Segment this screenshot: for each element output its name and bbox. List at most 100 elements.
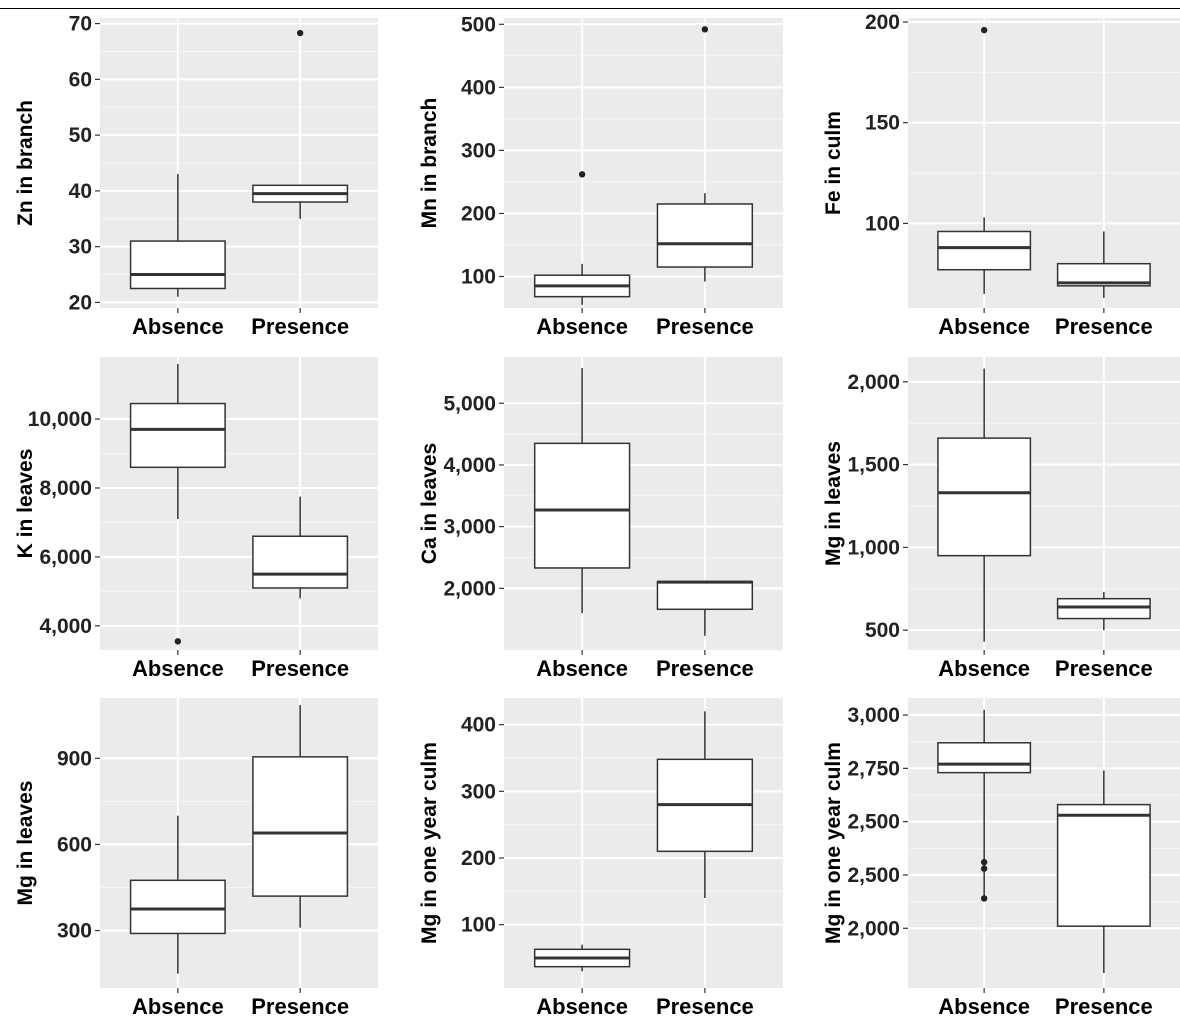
panel-3: 100 150 200 Absence Presence Fe in culm <box>822 11 1180 339</box>
x-tick-label: Absence <box>938 314 1030 339</box>
y-tick-label: 2,500 <box>847 864 900 887</box>
y-tick-label: 150 <box>865 112 900 135</box>
x-tick-label: Absence <box>938 994 1030 1018</box>
x-tick-label: Absence <box>132 994 224 1018</box>
y-tick-label: 100 <box>461 914 496 937</box>
outlier-point <box>701 26 709 33</box>
box-absence <box>129 174 226 297</box>
y-tick-label: 10,000 <box>28 408 92 431</box>
x-tick-label: Absence <box>536 994 628 1018</box>
box-absence <box>937 26 1032 294</box>
box-presence <box>252 705 349 928</box>
y-tick-label: 400 <box>461 76 496 99</box>
y-tick-label: 2,750 <box>847 757 900 780</box>
y-tick-label: 50 <box>69 124 92 147</box>
y-tick-label: 70 <box>69 13 92 36</box>
box-absence <box>533 171 631 305</box>
outlier-point <box>174 638 182 645</box>
box-absence <box>129 815 226 974</box>
y-tick-label: 4,000 <box>443 454 496 477</box>
box-iqr <box>656 580 754 611</box>
x-tick-label: Presence <box>656 314 754 339</box>
y-tick-label: 30 <box>69 236 92 259</box>
x-tick-label: Presence <box>251 656 349 681</box>
box-iqr <box>1056 597 1151 620</box>
y-axis-label: Zn in branch <box>14 100 37 226</box>
y-axis-label: Mg in one year culm <box>418 742 441 944</box>
outlier-point <box>980 895 988 902</box>
y-tick-label: 400 <box>461 714 496 737</box>
x-tick-label: Presence <box>1055 314 1153 339</box>
y-tick-label: 500 <box>865 619 900 642</box>
box-iqr <box>1056 803 1151 927</box>
y-axis-label: Ca in leaves <box>418 443 441 564</box>
x-tick-label: Presence <box>1055 994 1153 1018</box>
x-tick-label: Absence <box>132 656 224 681</box>
box-iqr <box>937 230 1032 271</box>
y-tick-label: 200 <box>461 202 496 225</box>
box-absence <box>937 709 1032 902</box>
box-presence <box>656 26 754 282</box>
panel-4: 4,000 6,000 8,000 10,000 Absence Presence K in… <box>14 357 378 681</box>
y-tick-label: 2,000 <box>847 917 900 940</box>
x-tick-label: Absence <box>536 656 628 681</box>
box-iqr <box>937 742 1032 774</box>
x-tick-label: Absence <box>938 656 1030 681</box>
y-tick-label: 6,000 <box>39 546 92 569</box>
box-presence <box>252 29 349 219</box>
x-tick-label: Presence <box>251 314 349 339</box>
x-tick-label: Presence <box>656 994 754 1018</box>
box-iqr <box>1056 262 1151 287</box>
y-tick-label: 300 <box>57 920 92 943</box>
box-absence <box>533 368 631 613</box>
y-tick-label: 100 <box>865 212 900 235</box>
y-tick-label: 1,500 <box>847 454 900 477</box>
box-iqr <box>937 437 1032 557</box>
box-iqr <box>656 203 754 268</box>
box-iqr <box>129 402 226 469</box>
x-tick-label: Absence <box>536 314 628 339</box>
y-tick-label: 3,000 <box>847 704 900 727</box>
x-tick-label: Presence <box>251 994 349 1018</box>
x-tick-label: Absence <box>132 314 224 339</box>
y-tick-label: 600 <box>57 833 92 856</box>
top-rule <box>0 8 1180 9</box>
panel-5: 2,000 3,000 4,000 5,000 Absence Presence Ca in… <box>418 357 783 681</box>
box-presence <box>1056 592 1151 631</box>
y-axis-label: Mg in one year culm <box>822 742 845 944</box>
y-tick-label: 4,000 <box>39 615 92 638</box>
y-tick-label: 900 <box>57 747 92 770</box>
box-iqr <box>129 240 226 290</box>
y-axis-label: Mn in branch <box>418 98 441 229</box>
y-axis-label: Fe in culm <box>822 111 845 215</box>
y-tick-label: 2,500 <box>847 811 900 834</box>
y-tick-label: 1,000 <box>847 536 900 559</box>
panel-8: 100 200 300 400 Absence Presence Mg in one yea… <box>418 698 783 1018</box>
outlier-point <box>296 29 304 37</box>
panel-9: 2,000 2,500 2,500 2,750 3,000 Absence Presence… <box>822 698 1180 1018</box>
y-tick-label: 20 <box>69 291 92 314</box>
panel-1: 20 30 40 50 60 70 Absence Presence Zn in branch <box>14 13 378 339</box>
box-iqr <box>252 756 349 897</box>
y-axis-label: Mg in leaves <box>14 781 37 906</box>
y-tick-label: 3,000 <box>443 516 496 539</box>
box-presence <box>252 496 349 599</box>
outlier-point <box>578 171 586 178</box>
box-presence <box>656 711 754 898</box>
box-absence <box>533 944 631 972</box>
y-tick-label: 60 <box>69 68 92 91</box>
box-presence <box>1056 770 1151 974</box>
y-tick-label: 100 <box>461 265 496 288</box>
outlier-point <box>980 858 988 866</box>
panel-background <box>100 357 378 650</box>
box-presence <box>1056 231 1151 298</box>
y-axis-label: K in leaves <box>14 449 37 559</box>
box-absence <box>129 363 226 645</box>
y-tick-label: 8,000 <box>39 477 92 500</box>
y-tick-label: 500 <box>461 13 496 36</box>
y-tick-label: 300 <box>461 780 496 803</box>
y-axis-label: Mg in leaves <box>822 441 845 566</box>
outlier-point <box>980 865 988 872</box>
panel-2: 100 200 300 400 500 Absence Presence Mn in bran… <box>418 13 783 339</box>
panel-6: 500 1,000 1,500 2,000 Absence Presence Mg in l… <box>822 357 1180 681</box>
